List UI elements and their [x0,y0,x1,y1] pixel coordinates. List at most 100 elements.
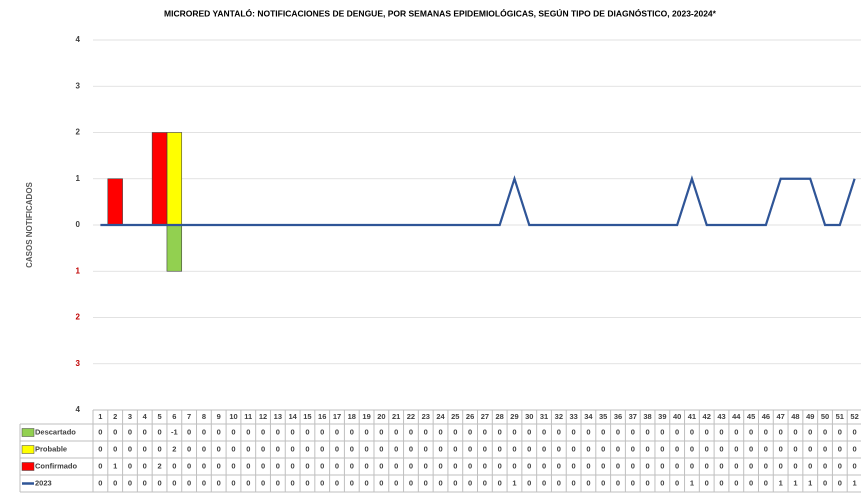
y-tick-label: 3 [76,359,81,368]
table-cell: 0 [424,444,428,453]
table-cell: 0 [438,444,442,453]
table-cell: 0 [808,461,812,470]
table-cell: 0 [424,427,428,436]
table-cell: 0 [616,478,620,487]
table-cell: 0 [187,478,191,487]
x-tick-label: 9 [217,412,221,421]
table-cell: 0 [379,444,383,453]
table-cell: 0 [128,444,132,453]
table-cell: 0 [675,427,679,436]
table-cell: 0 [734,461,738,470]
table-cell: 0 [438,478,442,487]
table-cell: 0 [793,427,797,436]
table-cell: 0 [572,478,576,487]
x-tick-label: 6 [172,412,176,421]
table-cell: 0 [483,444,487,453]
x-tick-label: 38 [643,412,651,421]
legend-swatch [21,445,35,454]
table-cell: 0 [690,461,694,470]
table-cell: 0 [453,478,457,487]
table-cell: 0 [483,478,487,487]
x-tick-label: 14 [288,412,297,421]
x-tick-label: 18 [348,412,356,421]
table-cell: 0 [601,478,605,487]
table-cell: -1 [171,427,178,436]
x-tick-label: 22 [407,412,415,421]
table-cell: 0 [749,478,753,487]
table-cell: 0 [660,478,664,487]
table-cell: 0 [853,461,857,470]
table-cell: 0 [601,427,605,436]
x-tick-label: 26 [466,412,474,421]
table-cell: 0 [586,461,590,470]
table-cell: 0 [438,461,442,470]
table-cell: 0 [705,444,709,453]
table-cell: 0 [645,427,649,436]
table-cell: 1 [793,478,797,487]
table-cell: 0 [557,427,561,436]
table-cell: 0 [808,427,812,436]
table-cell: 0 [660,427,664,436]
y-tick-label: 4 [76,35,81,44]
x-tick-label: 44 [732,412,741,421]
table-cell: 0 [365,427,369,436]
table-cell: 2 [157,461,161,470]
table-cell: 0 [719,478,723,487]
line [100,175,856,227]
table-cell: 0 [601,461,605,470]
table-cell: 0 [320,478,324,487]
table-cell: 0 [572,427,576,436]
table-cell: 0 [498,478,502,487]
x-tick-label: 17 [333,412,341,421]
x-tick-label: 52 [850,412,858,421]
table-cell: 0 [557,478,561,487]
table-cell: 0 [764,444,768,453]
x-tick-label: 42 [703,412,711,421]
table-cell: 0 [823,478,827,487]
table-cell: 0 [335,478,339,487]
table-cell: 0 [838,478,842,487]
table-cell: 0 [838,444,842,453]
x-tick-label: 4 [143,412,148,421]
x-tick-label: 46 [762,412,770,421]
x-tick-label: 41 [688,412,696,421]
table-cell: 0 [143,478,147,487]
table-cell: 2 [172,444,176,453]
table-cell: 0 [512,427,516,436]
table-cell: 1 [808,478,812,487]
x-tick-label: 32 [555,412,563,421]
table-cell: 0 [157,427,161,436]
table-cell: 0 [512,461,516,470]
table-cell: 0 [128,461,132,470]
table-cell: 0 [527,461,531,470]
table-cell: 0 [320,444,324,453]
table-cell: 0 [631,427,635,436]
table-cell: 0 [231,461,235,470]
table-cell: 0 [143,427,147,436]
table-cell: 0 [246,461,250,470]
table-cell: 0 [424,461,428,470]
table-cell: 0 [572,444,576,453]
x-tick-label: 45 [747,412,755,421]
x-tick-label: 48 [791,412,799,421]
table-cell: 0 [764,478,768,487]
table-cell: 0 [246,444,250,453]
table-cell: 0 [468,444,472,453]
table-cell: 0 [246,427,250,436]
table-cell: 0 [527,427,531,436]
table-cell: 0 [98,478,102,487]
table-cell: 0 [276,427,280,436]
x-tick-label: 21 [392,412,400,421]
table-cell: 0 [438,427,442,436]
x-tick-label: 37 [629,412,637,421]
table-cell: 0 [202,427,206,436]
table-cell: 0 [113,444,117,453]
table-cell: 0 [187,427,191,436]
x-tick-label: 5 [157,412,161,421]
table-cell: 0 [217,444,221,453]
table-cell: 0 [616,461,620,470]
bar [166,132,183,226]
x-tick-label: 28 [496,412,504,421]
table-cell: 0 [527,444,531,453]
